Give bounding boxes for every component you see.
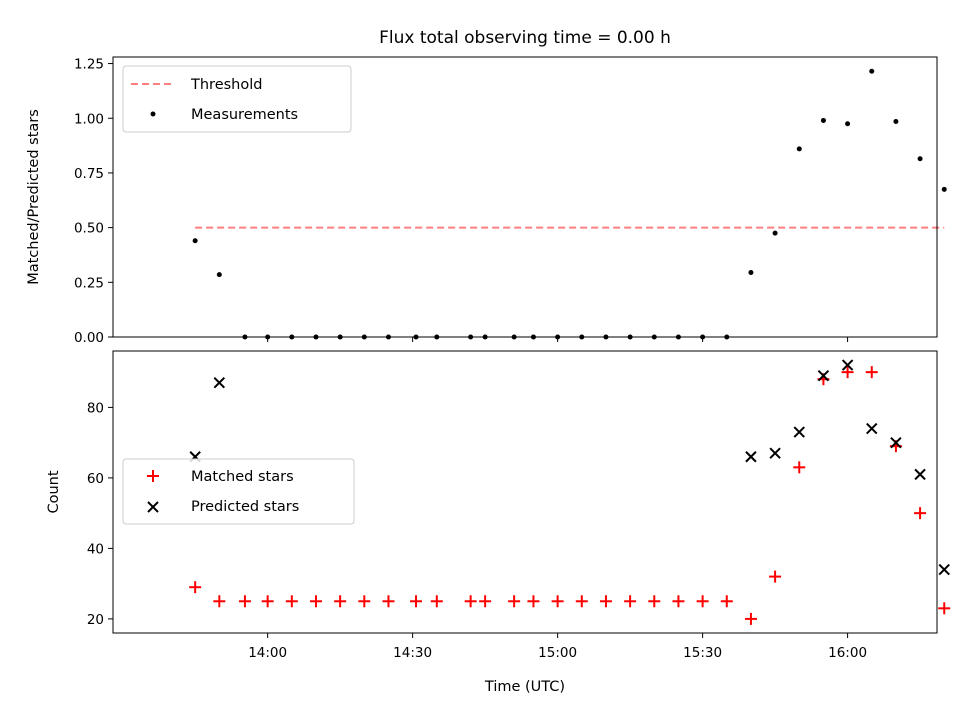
x-tick-label: 15:30 bbox=[683, 645, 722, 661]
predicted-star-point bbox=[914, 468, 926, 481]
top-y-tick-label: 0.25 bbox=[74, 275, 104, 291]
matched-star-point bbox=[309, 595, 322, 608]
matched-star-point bbox=[527, 595, 540, 608]
legend-predicted-marker bbox=[147, 501, 159, 513]
predicted-star-point bbox=[890, 436, 902, 449]
matched-star-point bbox=[648, 595, 661, 608]
predicted-star-point bbox=[938, 563, 950, 576]
top-legend-box bbox=[122, 65, 352, 133]
x-tick-label: 15:00 bbox=[538, 645, 577, 661]
x-tick-label: 14:30 bbox=[393, 645, 432, 661]
matched-star-point bbox=[238, 595, 251, 608]
matched-star-point bbox=[334, 595, 347, 608]
matched-star-point bbox=[841, 366, 854, 379]
bottom-y-tick-label: 60 bbox=[87, 471, 104, 487]
top-y-tick-label: 1.25 bbox=[74, 57, 104, 73]
legend-measurements-swatch bbox=[150, 111, 156, 117]
measurement-point bbox=[917, 156, 923, 162]
x-axis-label: Time (UTC) bbox=[484, 679, 565, 695]
matched-star-point bbox=[189, 581, 202, 594]
legend-matched-marker bbox=[147, 470, 159, 482]
bottom-y-axis-label: Count bbox=[46, 470, 62, 513]
x-tick-label: 16:00 bbox=[828, 645, 867, 661]
bottom-legend-box bbox=[122, 458, 355, 525]
matched-star-point bbox=[261, 595, 274, 608]
predicted-stars-points bbox=[189, 359, 950, 576]
matched-stars-points bbox=[189, 366, 951, 625]
legend-matched-swatch bbox=[147, 470, 159, 482]
bottom-panel: 20 40 60 80 14:00 14:30 15:00 15:30 16:00 Count… bbox=[46, 350, 951, 695]
matched-star-point bbox=[744, 612, 757, 625]
measurement-point bbox=[893, 119, 899, 125]
matched-star-point bbox=[720, 595, 733, 608]
top-y-tick-label: 0.00 bbox=[74, 330, 104, 346]
matched-star-point bbox=[213, 595, 226, 608]
matched-star-point bbox=[382, 595, 395, 608]
matched-star-point bbox=[575, 595, 588, 608]
measurement-point bbox=[941, 186, 947, 192]
matched-star-point bbox=[938, 602, 951, 615]
matched-star-point bbox=[464, 595, 477, 608]
matched-star-point bbox=[865, 366, 878, 379]
matched-star-point bbox=[479, 595, 492, 608]
matched-star-point bbox=[410, 595, 423, 608]
measurement-point bbox=[192, 238, 198, 244]
matched-star-point bbox=[624, 595, 637, 608]
bottom-y-tick-label: 80 bbox=[87, 400, 104, 416]
measurement-point bbox=[820, 117, 826, 123]
top-panel: 0.00 0.25 0.50 0.75 1.00 1.25 Matched/Predict… bbox=[26, 56, 947, 346]
matched-star-point bbox=[696, 595, 709, 608]
matched-star-point bbox=[793, 461, 806, 474]
legend-measurements-label: Measurements bbox=[191, 107, 298, 123]
matched-star-point bbox=[508, 595, 521, 608]
bottom-plot-frame bbox=[112, 350, 938, 634]
chart-title: Flux total observing time = 0.00 h bbox=[379, 28, 671, 48]
predicted-star-point bbox=[841, 359, 854, 371]
matched-star-point bbox=[285, 595, 298, 608]
matched-star-point bbox=[672, 595, 685, 608]
top-legend: Threshold Measurements bbox=[122, 65, 352, 133]
bottom-legend: Matched stars Predicted stars bbox=[122, 458, 355, 525]
measurement-point bbox=[772, 230, 778, 236]
legend-predicted-label: Predicted stars bbox=[191, 499, 299, 515]
top-y-ticks: 0.00 0.25 0.50 0.75 1.00 1.25 bbox=[74, 57, 113, 346]
predicted-star-point bbox=[817, 369, 830, 382]
matched-star-point bbox=[551, 595, 564, 608]
measurement-point bbox=[216, 272, 222, 278]
top-plot-frame bbox=[112, 56, 938, 338]
matched-star-point bbox=[914, 507, 927, 520]
top-y-tick-label: 0.50 bbox=[74, 221, 104, 237]
top-y-axis-label: Matched/Predicted stars bbox=[26, 109, 42, 285]
top-y-tick-label: 1.00 bbox=[74, 111, 104, 127]
measurement-point bbox=[845, 121, 851, 127]
x-tick-label: 14:00 bbox=[248, 645, 287, 661]
matched-star-point bbox=[430, 595, 443, 608]
predicted-star-point bbox=[866, 422, 878, 435]
legend-matched-label: Matched stars bbox=[191, 469, 294, 485]
predicted-star-point bbox=[213, 377, 226, 389]
predicted-star-point bbox=[769, 447, 781, 459]
bottom-y-tick-label: 20 bbox=[87, 612, 104, 628]
matched-star-point bbox=[599, 595, 612, 608]
matched-star-point bbox=[358, 595, 371, 608]
predicted-star-point bbox=[793, 426, 805, 438]
predicted-star-point bbox=[745, 451, 757, 463]
bottom-y-ticks: 20 40 60 80 bbox=[87, 400, 113, 628]
bottom-y-tick-label: 40 bbox=[87, 541, 104, 557]
bottom-x-ticks: 14:00 14:30 15:00 15:30 16:00 bbox=[248, 633, 867, 661]
matched-star-point bbox=[769, 570, 782, 583]
legend-predicted-swatch bbox=[147, 501, 159, 513]
measurement-point bbox=[748, 269, 754, 275]
measurement-point bbox=[869, 68, 875, 74]
legend-threshold-label: Threshold bbox=[190, 77, 262, 93]
measurement-point bbox=[796, 146, 802, 152]
top-y-tick-label: 0.75 bbox=[74, 166, 104, 182]
